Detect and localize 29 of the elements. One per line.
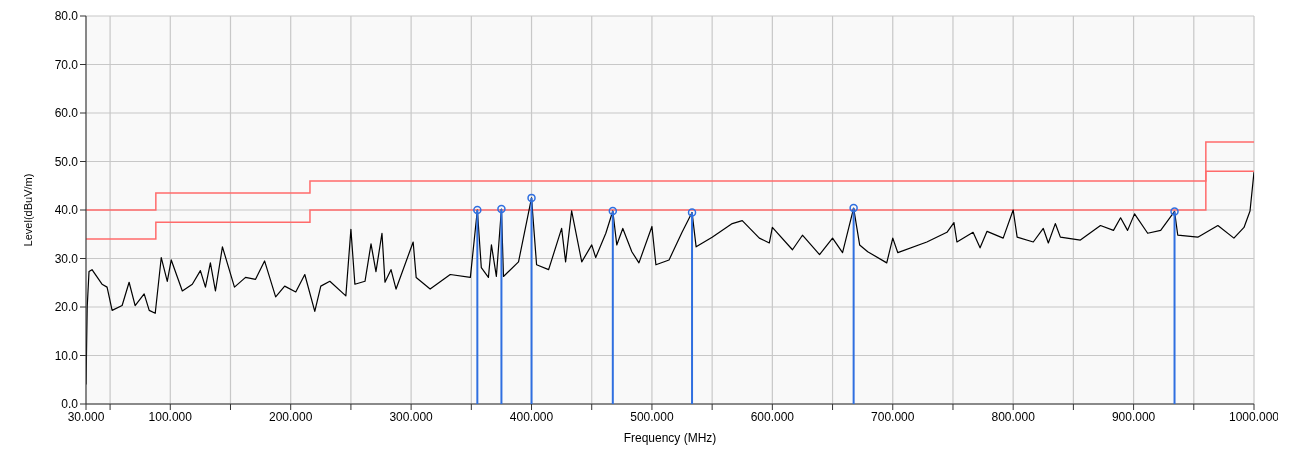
y-tick-label: 80.0 bbox=[54, 9, 79, 24]
point bbox=[687, 208, 697, 217]
y-axis-title: Level(dBuV/m) bbox=[21, 173, 34, 247]
y-tick-label: 70.0 bbox=[54, 57, 79, 72]
x-tick-label: 30.000 bbox=[67, 409, 105, 424]
x-tick-label: 600.000 bbox=[750, 409, 795, 424]
point bbox=[849, 203, 858, 213]
y-tick-label: 20.0 bbox=[54, 300, 79, 315]
x-tick-label: 900.000 bbox=[1111, 409, 1156, 424]
y-tick-label: 60.0 bbox=[54, 106, 79, 121]
x-axis-title: Frequency (MHz) bbox=[623, 431, 717, 445]
point bbox=[608, 206, 618, 216]
y-tick-label: 40.0 bbox=[54, 203, 79, 218]
y-tick-label: 30.0 bbox=[54, 251, 79, 266]
x-tick-label: 500.000 bbox=[630, 409, 674, 424]
x-tick-label: 300.000 bbox=[389, 409, 434, 424]
point bbox=[473, 205, 482, 215]
point bbox=[527, 193, 536, 203]
x-tick-label: 700.000 bbox=[871, 409, 915, 424]
x-tick-label: 400.000 bbox=[509, 409, 554, 424]
x-tick-label: 200.000 bbox=[269, 409, 313, 424]
x-tick-label: 800.000 bbox=[991, 409, 1036, 424]
point bbox=[497, 204, 506, 214]
y-tick-label: 10.0 bbox=[54, 348, 79, 363]
x-tick-label: 100.000 bbox=[148, 409, 193, 424]
y-tick-label: 0.0 bbox=[61, 397, 79, 412]
x-tick-label: 1000.000 bbox=[1228, 409, 1280, 424]
y-tick-label: 50.0 bbox=[54, 154, 79, 169]
point bbox=[1170, 207, 1179, 216]
